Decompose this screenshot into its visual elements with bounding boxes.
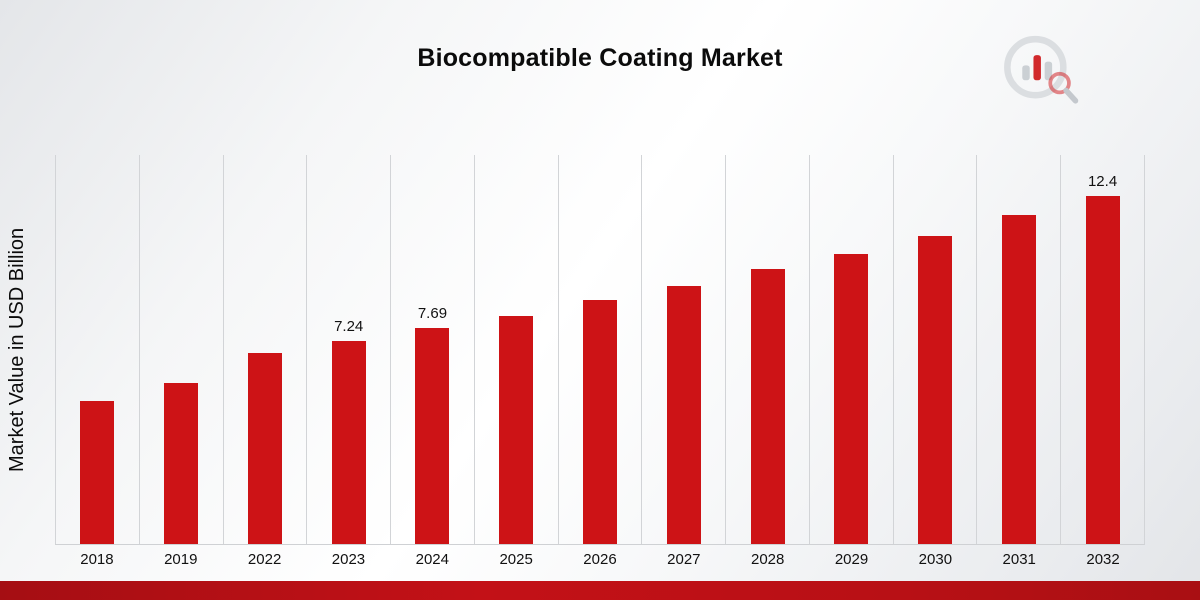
x-tick-label: 2025	[499, 551, 533, 568]
bar-value-label: 12.4	[1087, 173, 1118, 190]
bar-2026	[582, 300, 617, 544]
bar-2023	[331, 341, 366, 544]
chart-title: Biocompatible Coating Market	[417, 44, 783, 72]
plot-area: 7.24 7.69 12.4	[55, 155, 1145, 545]
x-tick-label: 2023	[331, 551, 366, 568]
bar-2024	[415, 328, 450, 544]
brand-logo-icon	[1004, 35, 1079, 104]
bar-column	[641, 155, 725, 544]
bar-value-label: 7.24	[334, 318, 364, 335]
bar-2025	[499, 316, 534, 544]
bar-column	[808, 155, 893, 544]
bar-column	[976, 155, 1060, 544]
x-tick-label: 2024	[415, 551, 449, 568]
bar-2018	[80, 401, 115, 544]
bar-2027	[666, 286, 701, 544]
bar-column	[473, 155, 558, 544]
bar-column	[557, 155, 642, 544]
x-tick-label: 2030	[918, 551, 953, 568]
bar-value-label: 7.69	[417, 305, 448, 322]
bar-column	[222, 155, 307, 544]
y-axis-label: Market Value in USD Billion	[6, 227, 28, 473]
bar-column: 7.69	[390, 155, 474, 544]
bar-2022	[247, 353, 282, 544]
x-tick-label: 2027	[667, 551, 701, 568]
bar-2030	[918, 236, 953, 544]
x-tick-label: 2032	[1086, 551, 1120, 568]
bar-2029	[834, 254, 869, 544]
footer-stripe	[0, 581, 1200, 600]
bar-2031	[1001, 215, 1036, 544]
bar-2028	[750, 269, 785, 544]
x-axis-tick-labels: 2018 2019 2022 2023 2024 2025 2026 2027 2028 2029…	[55, 551, 1145, 573]
x-tick-label: 2019	[164, 551, 198, 568]
bar-column	[138, 155, 223, 544]
x-tick-label: 2022	[247, 551, 282, 568]
bar-2019	[164, 383, 199, 544]
x-tick-label: 2031	[1002, 551, 1036, 568]
bar-column	[892, 155, 977, 544]
bar-column: 12.4	[1060, 155, 1144, 544]
bar-column: 7.24	[306, 155, 390, 544]
bar-column	[725, 155, 809, 544]
x-tick-label: 2026	[583, 551, 617, 568]
bar-2032	[1085, 196, 1120, 544]
x-tick-label: 2029	[834, 551, 869, 568]
x-tick-label: 2018	[80, 551, 114, 568]
x-tick-label: 2028	[750, 551, 785, 568]
bar-column	[55, 155, 139, 544]
